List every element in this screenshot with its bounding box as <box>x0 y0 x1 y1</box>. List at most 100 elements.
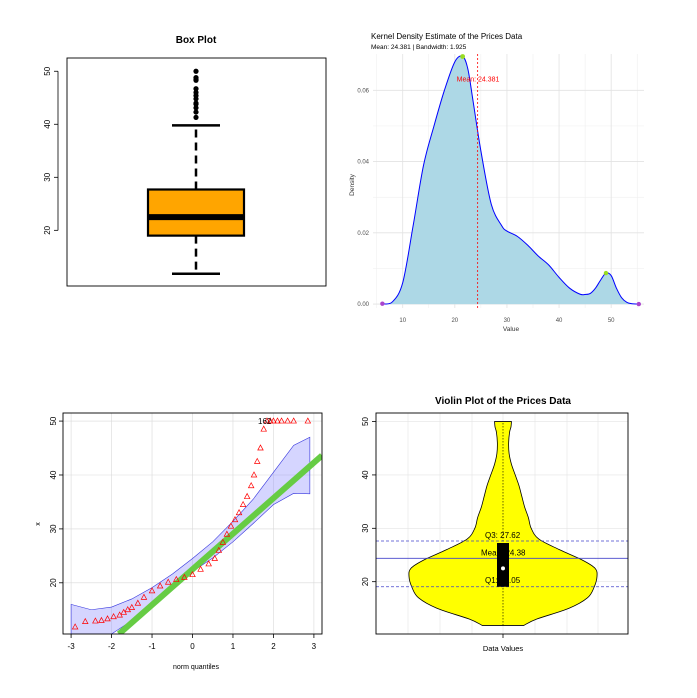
qq-point <box>304 417 312 424</box>
qq-x-tick-label: 2 <box>271 642 276 651</box>
kde-x-label: Value <box>503 326 520 333</box>
kde-x-tick-label: 20 <box>451 318 458 324</box>
qq-point <box>211 554 219 561</box>
qq-grid <box>63 413 322 634</box>
qq-y-tick-label: 40 <box>49 470 58 479</box>
box-iqr-rect <box>146 188 246 237</box>
box-outlier-point <box>193 68 199 74</box>
qq-point <box>274 417 281 424</box>
qq-point <box>243 492 251 499</box>
qq-y-tick-label: 30 <box>49 524 58 533</box>
qq-point <box>140 593 148 600</box>
qq-point <box>270 417 277 424</box>
qq-point <box>257 444 264 451</box>
violin-axes: 20 30 40 50 <box>361 417 376 586</box>
violin-y-tick-label: 50 <box>361 417 370 426</box>
qq-point <box>189 570 196 578</box>
violin-median-dot <box>501 566 505 571</box>
qq-point <box>215 546 223 553</box>
violin-x-label: Data Values <box>483 644 524 653</box>
kde-x-tick-label: 30 <box>504 318 511 324</box>
box-y-tick-label: 50 <box>43 66 52 75</box>
violin-q1-label: Q1: 19.05 <box>485 576 521 585</box>
kde-markers <box>380 54 641 307</box>
violin-q3-label: Q3: 27.62 <box>485 531 521 540</box>
box-plot-title: Box Plot <box>176 35 217 46</box>
qq-point <box>253 457 261 464</box>
qq-point <box>197 565 204 572</box>
qq-point <box>239 500 247 507</box>
qq-point <box>173 575 180 582</box>
violin-y-tick-label: 20 <box>361 577 370 586</box>
qq-x-tick-label: 1 <box>231 642 236 651</box>
qq-point <box>71 623 79 630</box>
qq-y-tick-label: 50 <box>49 416 58 425</box>
kde-axes: 10 20 30 40 50 0.00 0.02 0.04 0.06 <box>357 88 615 324</box>
qq-point <box>219 538 227 545</box>
qq-point <box>290 417 297 424</box>
kde-peak-marker <box>460 54 466 59</box>
kde-y-tick-label: 0.04 <box>357 160 369 166</box>
qq-plot-panel: 162 -3 -2 -1 0 1 2 3 20 30 40 50 norm quantiles x <box>35 412 323 671</box>
kde-left-edge-marker <box>380 301 385 306</box>
qq-point <box>110 613 117 620</box>
kde-panel: Kernel Density Estimate of the Prices Da… <box>349 32 644 333</box>
qq-point <box>156 582 164 589</box>
qq-axes: -3 -2 -1 0 1 2 3 20 30 40 50 <box>49 416 317 651</box>
qq-point <box>223 530 231 537</box>
qq-point <box>134 599 142 606</box>
kde-density-area <box>382 56 639 305</box>
qq-x-tick-label: 0 <box>190 642 195 651</box>
qq-point <box>128 603 136 610</box>
qq-point <box>260 425 268 432</box>
violin-y-tick-label: 30 <box>361 523 370 532</box>
qq-reference-line <box>116 453 322 634</box>
violin-frame <box>375 412 629 635</box>
violin-shape <box>408 421 598 626</box>
box-outlier-point <box>193 100 199 106</box>
qq-point <box>247 482 255 489</box>
qq-point <box>104 615 111 622</box>
kde-secondary-peak-marker <box>603 270 609 276</box>
violin-inner-box <box>497 543 509 587</box>
qq-y-tick-label: 20 <box>49 578 58 587</box>
qq-point <box>98 616 105 623</box>
box-y-tick-label: 20 <box>43 225 52 234</box>
kde-x-tick-label: 10 <box>399 318 406 324</box>
kde-y-label: Density <box>349 173 356 195</box>
qq-x-tick-label: 3 <box>312 642 317 651</box>
box-plot-y-axis: 20 30 40 50 <box>43 66 59 235</box>
box-y-tick-label: 30 <box>43 172 52 181</box>
violin-panel: Violin Plot of the Prices Data Q3: 27.62… <box>361 396 629 653</box>
violin-y-tick-label: 40 <box>361 470 370 479</box>
kde-x-tick-label: 40 <box>556 318 563 324</box>
box-outlier-point <box>193 86 199 92</box>
violin-mean-label: Mean: 24.38 <box>481 548 526 557</box>
box-outlier-point <box>193 75 199 81</box>
qq-point-labels: 162 <box>258 417 272 426</box>
kde-x-tick-label: 50 <box>608 318 615 324</box>
kde-subtitle: Mean: 24.381 | Bandwidth: 1.925 <box>371 44 467 51</box>
box-plot-outliers <box>193 68 199 120</box>
kde-y-tick-label: 0.00 <box>357 302 369 308</box>
qq-point <box>284 417 291 424</box>
box-plot-body <box>146 124 246 276</box>
qq-points <box>71 417 312 630</box>
qq-point <box>92 617 99 624</box>
qq-x-tick-label: -3 <box>68 642 76 651</box>
box-plot-frame <box>66 57 327 287</box>
kde-mean-label: Mean: 24.381 <box>457 76 500 83</box>
kde-y-tick-label: 0.02 <box>357 231 369 237</box>
kde-y-tick-label: 0.06 <box>357 88 369 94</box>
qq-x-label: norm quantiles <box>173 664 219 671</box>
kde-title: Kernel Density Estimate of the Prices Da… <box>371 32 523 41</box>
box-plot-panel: Box Plot 20 30 40 50 <box>43 35 327 287</box>
kde-right-edge-marker <box>636 301 641 307</box>
qq-point <box>148 587 156 594</box>
qq-y-label: x <box>35 522 42 526</box>
qq-x-tick-label: -2 <box>108 642 116 651</box>
qq-point <box>266 417 274 424</box>
box-y-tick-label: 40 <box>43 119 52 128</box>
box-outlier-point <box>193 89 199 96</box>
qq-point <box>227 522 235 529</box>
